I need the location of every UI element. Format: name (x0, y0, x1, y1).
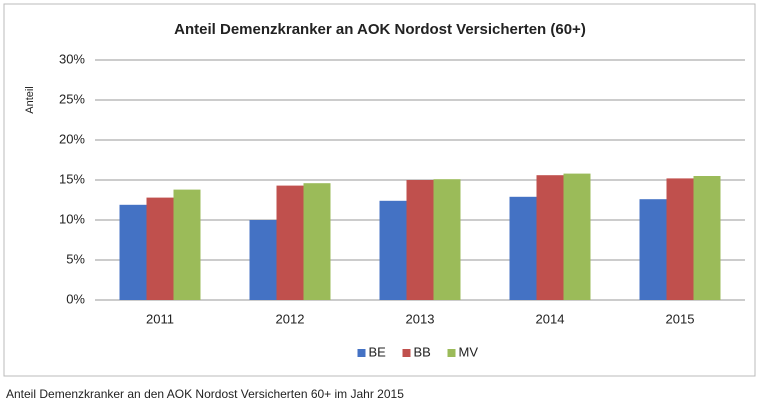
y-axis-label: Anteil (24, 86, 36, 114)
y-tick-label: 20% (59, 131, 85, 146)
x-tick-label: 2013 (406, 311, 435, 326)
bar (249, 220, 277, 300)
legend-label: BB (414, 344, 431, 359)
bar (433, 179, 461, 300)
bar (173, 189, 201, 300)
bar (146, 197, 174, 300)
bar (303, 183, 331, 300)
y-tick-label: 5% (66, 251, 85, 266)
bar (666, 178, 694, 300)
bar (693, 176, 721, 300)
y-tick-label: 15% (59, 171, 85, 186)
bar (276, 185, 304, 300)
y-tick-label: 30% (59, 51, 85, 66)
bar (639, 199, 667, 300)
x-tick-label: 2015 (666, 311, 695, 326)
bar (509, 196, 537, 300)
y-tick-label: 0% (66, 291, 85, 306)
caption: Anteil Demenzkranker an den AOK Nordost … (6, 387, 404, 401)
legend-label: BE (369, 344, 387, 359)
legend-swatch (357, 349, 366, 357)
chart-frame (3, 3, 756, 377)
y-tick-label: 10% (59, 211, 85, 226)
y-tick-label: 25% (59, 91, 85, 106)
bar (119, 204, 147, 300)
legend-swatch (402, 349, 411, 357)
bar (536, 175, 564, 300)
x-tick-label: 2012 (276, 311, 305, 326)
bar (563, 173, 591, 300)
chart-title: Anteil Demenzkranker an AOK Nordost Vers… (174, 21, 586, 38)
x-tick-label: 2011 (146, 311, 174, 326)
legend-swatch (447, 349, 456, 357)
bar (406, 180, 434, 300)
x-tick-label: 2014 (536, 311, 565, 326)
legend-label: MV (459, 344, 479, 359)
bar (379, 200, 407, 300)
